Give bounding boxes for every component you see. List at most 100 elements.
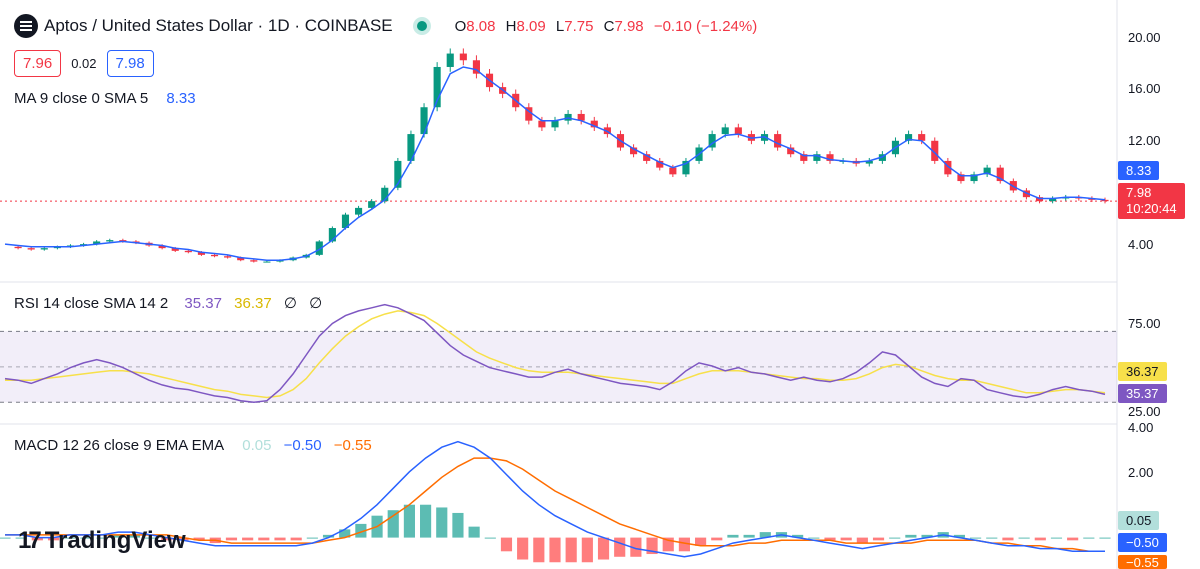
macd-hist-bar — [549, 537, 561, 563]
macd-hist-bar — [792, 534, 804, 538]
low-value: 7.75 — [564, 17, 594, 35]
candle-body — [328, 228, 336, 242]
candle-body — [355, 207, 363, 215]
macd-hist-bar — [630, 537, 642, 557]
macd-legend[interactable]: MACD 12 26 close 9 EMA EMA 0.05 −0.50 −0… — [14, 437, 380, 454]
rsi-value: 35.37 — [184, 295, 222, 312]
candle-body — [656, 160, 664, 168]
candle-body — [538, 120, 546, 128]
candle-body — [957, 174, 965, 182]
buy-button[interactable]: 7.98 — [106, 50, 154, 77]
symbol-header[interactable]: Aptos / United States Dollar · 1D · COIN… — [14, 14, 757, 38]
rsi-band-area — [0, 331, 1117, 403]
candle-body — [40, 248, 48, 250]
macd-axis-tick: 4.00 — [1128, 420, 1154, 435]
macd-hist-bar — [1018, 537, 1030, 539]
candle-body — [734, 127, 742, 135]
candle-body — [630, 147, 638, 155]
candle-body — [1049, 198, 1057, 202]
candle-body — [1101, 199, 1109, 202]
candle-body — [224, 256, 232, 258]
macd-hist-bar — [1067, 537, 1079, 541]
rsi-axis-tick: 75.00 — [1128, 316, 1161, 331]
macd-hist-bar — [872, 537, 885, 541]
tradingview-wordmark: TradingView — [44, 527, 186, 554]
rsi-sma-tag: 36.37 — [1118, 362, 1167, 381]
sell-button[interactable]: 7.96 — [14, 50, 62, 77]
price-axis-tick: 4.00 — [1128, 237, 1154, 252]
macd-hist-bar — [695, 537, 707, 546]
macd-hist-bar — [921, 534, 933, 538]
macd-hist-bar — [1034, 537, 1046, 541]
trade-panel: 7.96 0.02 7.98 — [14, 50, 154, 77]
macd-hist-bar — [15, 537, 27, 539]
tradingview-logo[interactable]: 17 TradingView — [18, 527, 186, 555]
candle-body — [983, 167, 991, 175]
macd-hist-bar — [824, 537, 836, 541]
market-status-icon[interactable] — [416, 21, 427, 31]
candle-body — [237, 257, 245, 261]
candle-body — [315, 241, 323, 255]
macd-hist-bar — [0, 537, 11, 539]
macd-hist-value: 0.05 — [242, 437, 272, 454]
macd-hist-bar — [355, 523, 367, 538]
candle-body — [918, 134, 926, 141]
candle-body — [774, 134, 782, 148]
macd-hist-bar — [403, 504, 415, 538]
macd-hist-bar — [420, 504, 432, 538]
aptos-logo-icon — [14, 14, 38, 38]
candle-body — [551, 120, 559, 128]
macd-hist-bar — [646, 537, 658, 555]
macd-hist-bar — [193, 537, 205, 541]
rsi-tag: 35.37 — [1118, 384, 1167, 403]
ma-line — [4, 66, 1106, 261]
macd-hist-bar — [727, 534, 739, 538]
candle-body — [210, 254, 219, 257]
macd-signal-line — [5, 457, 1105, 553]
candle-body — [184, 250, 192, 253]
close-value: 7.98 — [614, 17, 644, 35]
macd-hist-bar — [31, 537, 43, 541]
rsi-line — [4, 303, 1106, 404]
macd-hist-bar — [96, 537, 108, 539]
candle-body — [800, 154, 808, 161]
macd-hist-bar — [581, 537, 593, 563]
candle-body — [682, 160, 690, 175]
macd-axis-tick: 2.00 — [1128, 465, 1154, 480]
candle-body — [14, 246, 22, 249]
macd-hist-bar — [484, 537, 496, 539]
macd-hist-bar — [452, 512, 464, 538]
candle-body — [525, 107, 533, 121]
macd-hist-bar — [436, 507, 448, 538]
ma-legend[interactable]: MA 9 close 0 SMA 5 8.33 — [14, 90, 204, 107]
candle-body — [171, 248, 179, 251]
macd-value: −0.50 — [283, 437, 322, 454]
bar-countdown: 10:20:44 — [1126, 201, 1177, 216]
candle-body — [970, 174, 978, 182]
tradingview-mark-icon: 17 — [18, 527, 42, 554]
macd-hist-bar — [468, 526, 480, 538]
symbol-title[interactable]: Aptos / United States Dollar · 1D · COIN… — [44, 16, 393, 35]
candle-body — [341, 214, 350, 229]
macd-hist-bar — [1083, 537, 1095, 539]
macd-histogram — [0, 504, 1111, 563]
candle-body — [590, 120, 598, 128]
macd-signal-value: −0.55 — [333, 437, 372, 454]
macd-hist-bar — [306, 537, 318, 539]
rsi-axis-tick: 25.00 — [1128, 404, 1161, 419]
macd-hist-bar — [986, 537, 998, 539]
high-value: 8.09 — [516, 17, 546, 35]
rsi-legend[interactable]: RSI 14 close SMA 14 2 35.37 36.37 ∅ ∅ — [14, 294, 330, 312]
candle-body — [433, 66, 441, 108]
macd-hist-bar — [808, 537, 820, 539]
macd-hist-bar — [759, 532, 771, 538]
macd-hist-bar — [565, 537, 577, 563]
candle-body — [643, 154, 651, 161]
macd-hist-bar — [64, 537, 76, 539]
macd-hist-bar — [533, 537, 545, 563]
macd-hist-bar — [322, 534, 335, 538]
price-axis-tick: 16.00 — [1128, 81, 1161, 96]
candle-body — [931, 140, 939, 161]
price-axis-tick: 20.00 — [1128, 30, 1161, 45]
